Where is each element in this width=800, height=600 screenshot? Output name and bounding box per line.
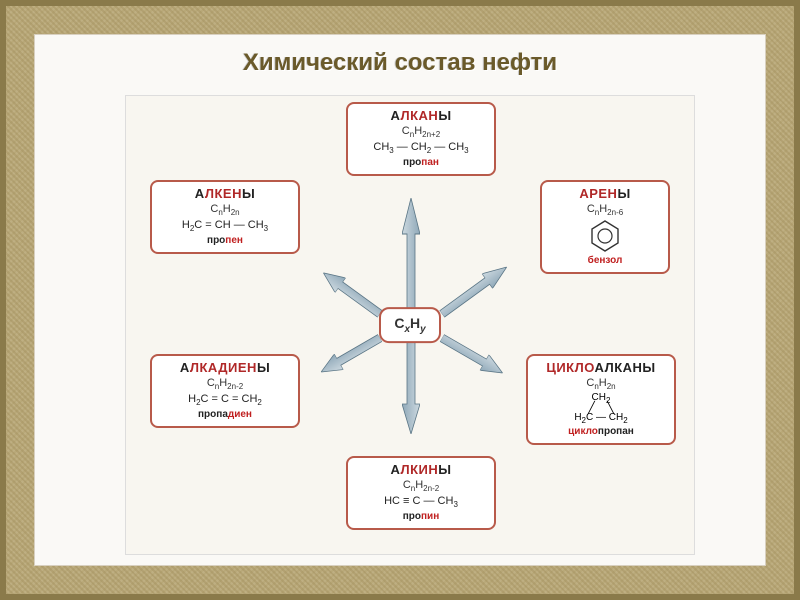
arrow-icon	[402, 334, 420, 434]
slide-inner-frame: Химический состав нефти CxHy АЛКАНЫ CnH2n…	[34, 34, 766, 566]
example-name: пропин	[356, 511, 486, 522]
general-formula: CnH2n	[536, 377, 666, 391]
box-arenes: АРЕНЫ CnH2n-6 бензол	[540, 180, 670, 274]
slide-outer-frame: Химический состав нефти CxHy АЛКАНЫ CnH2n…	[0, 0, 800, 600]
arrow-icon	[317, 330, 385, 380]
structure-formula: H2C = CH — CH3	[160, 219, 290, 233]
benzene-icon	[590, 219, 620, 253]
arrow-icon	[437, 260, 512, 322]
arrow-icon	[438, 330, 508, 381]
structure-formula: H2C = C = CH2	[160, 393, 290, 407]
box-alkanes: АЛКАНЫ CnH2n+2 CH3 — CH2 — CH3 пропан	[346, 102, 496, 176]
slide-title: Химический состав нефти	[35, 49, 765, 77]
example-name: пропадиен	[160, 409, 290, 420]
hydrocarbon-diagram: CxHy АЛКАНЫCnH2n+2CH3 — CH2 — CH3пропан …	[125, 95, 695, 555]
general-formula: CnH2n	[160, 203, 290, 217]
category-label: АЛКАНЫ	[356, 108, 486, 123]
example-name: пропан	[356, 157, 486, 168]
general-formula: CnH2n-6	[550, 203, 660, 217]
category-label: АРЕНЫ	[550, 186, 660, 201]
category-label: АЛКИНЫ	[356, 462, 486, 477]
example-name: циклопропан	[536, 426, 666, 437]
general-formula: CnH2n-2	[160, 377, 290, 391]
box-cycloalkanes: ЦИКЛОАЛКАНЫ CnH2n CH2╱ ╲H2C — CH2циклопроп…	[526, 354, 676, 445]
box-alkynes: АЛКИНЫ CnH2n-2 HC ≡ C — CH3 пропин	[346, 456, 496, 530]
example-name: бензол	[550, 255, 660, 266]
arrow-icon	[318, 266, 385, 322]
cyclopropane-structure: CH2╱ ╲H2C — CH2	[536, 393, 666, 425]
general-formula: CnH2n+2	[356, 125, 486, 139]
category-label: АЛКАДИЕНЫ	[160, 360, 290, 375]
center-formula-text: CxHy	[394, 315, 425, 331]
structure-formula: HC ≡ C — CH3	[356, 495, 486, 509]
arrow-icon	[402, 198, 420, 318]
center-formula: CxHy	[379, 307, 441, 343]
general-formula: CnH2n-2	[356, 479, 486, 493]
category-label: АЛКЕНЫ	[160, 186, 290, 201]
box-alkadienes: АЛКАДИЕНЫ CnH2n-2 H2C = C = CH2 пропадиен	[150, 354, 300, 428]
category-label: ЦИКЛОАЛКАНЫ	[536, 360, 666, 375]
example-name: пропен	[160, 235, 290, 246]
box-alkenes: АЛКЕНЫ CnH2n H2C = CH — CH3 пропен	[150, 180, 300, 254]
structure-formula: CH3 — CH2 — CH3	[356, 141, 486, 155]
